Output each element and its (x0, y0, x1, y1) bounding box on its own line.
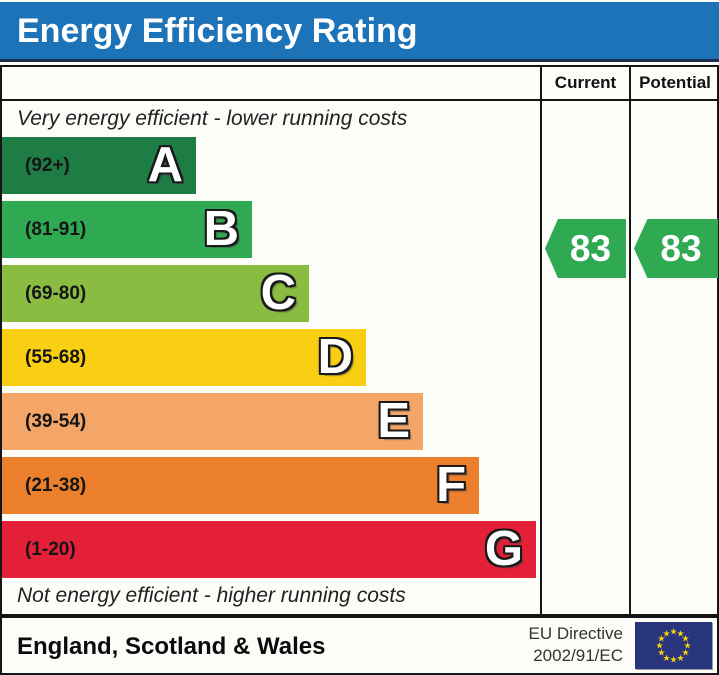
svg-text:★: ★ (682, 635, 690, 645)
svg-text:★: ★ (662, 630, 670, 640)
svg-text:★: ★ (669, 628, 677, 638)
eu-directive-label: EU Directive 2002/91/EC (529, 623, 623, 667)
potential-rating-value: 83 (660, 227, 702, 269)
band-c: (69-80) C (2, 265, 309, 322)
band-e-letter: E (377, 394, 410, 448)
band-d-range: (55-68) (25, 347, 87, 368)
eu-flag-icon: ★★★★★★★★★★★★ (635, 622, 712, 669)
potential-column-header: Potential (639, 73, 711, 92)
band-b-range: (81-91) (25, 219, 87, 240)
current-rating-arrow: 83 (545, 219, 626, 278)
band-d-letter: D (317, 330, 353, 384)
page-title: Energy Efficiency Rating (17, 12, 418, 50)
svg-text:★: ★ (662, 654, 670, 664)
header-divider (0, 99, 719, 101)
band-b: (81-91) B (2, 201, 252, 258)
band-e-range: (39-54) (25, 411, 87, 432)
eu-directive-line1: EU Directive (528, 624, 623, 643)
bottom-note: Not energy efficient - higher running co… (17, 584, 406, 607)
footer: England, Scotland & Wales EU Directive 2… (0, 616, 719, 675)
band-f: (21-38) F (2, 457, 479, 514)
band-a-letter: A (147, 138, 183, 192)
title-bar: Energy Efficiency Rating (0, 2, 719, 62)
band-g-range: (1-20) (25, 539, 76, 560)
svg-text:★: ★ (676, 630, 684, 640)
band-a: (92+) A (2, 137, 196, 194)
band-d: (55-68) D (2, 329, 366, 386)
band-f-range: (21-38) (25, 475, 87, 496)
svg-text:★: ★ (683, 642, 691, 652)
svg-text:★: ★ (676, 654, 684, 664)
band-b-letter: B (203, 202, 239, 256)
svg-text:★: ★ (669, 656, 677, 666)
band-f-letter: F (436, 458, 466, 512)
band-c-range: (69-80) (25, 283, 87, 304)
region-label: England, Scotland & Wales (17, 633, 326, 660)
svg-text:★: ★ (655, 642, 663, 652)
band-g: (1-20) G (2, 521, 536, 578)
top-note: Very energy efficient - lower running co… (17, 107, 408, 130)
eu-directive-line2: 2002/91/EC (533, 646, 623, 665)
potential-rating-arrow: 83 (634, 219, 718, 278)
svg-text:★: ★ (657, 649, 665, 659)
current-rating-value: 83 (569, 227, 612, 269)
potential-column-divider (629, 65, 631, 616)
band-g-letter: G (484, 522, 523, 576)
svg-text:★: ★ (682, 649, 690, 659)
band-e: (39-54) E (2, 393, 423, 450)
current-column-header: Current (554, 73, 617, 92)
svg-text:★: ★ (657, 635, 665, 645)
band-a-range: (92+) (25, 155, 70, 176)
band-c-letter: C (260, 266, 296, 320)
current-column-divider (540, 65, 542, 616)
